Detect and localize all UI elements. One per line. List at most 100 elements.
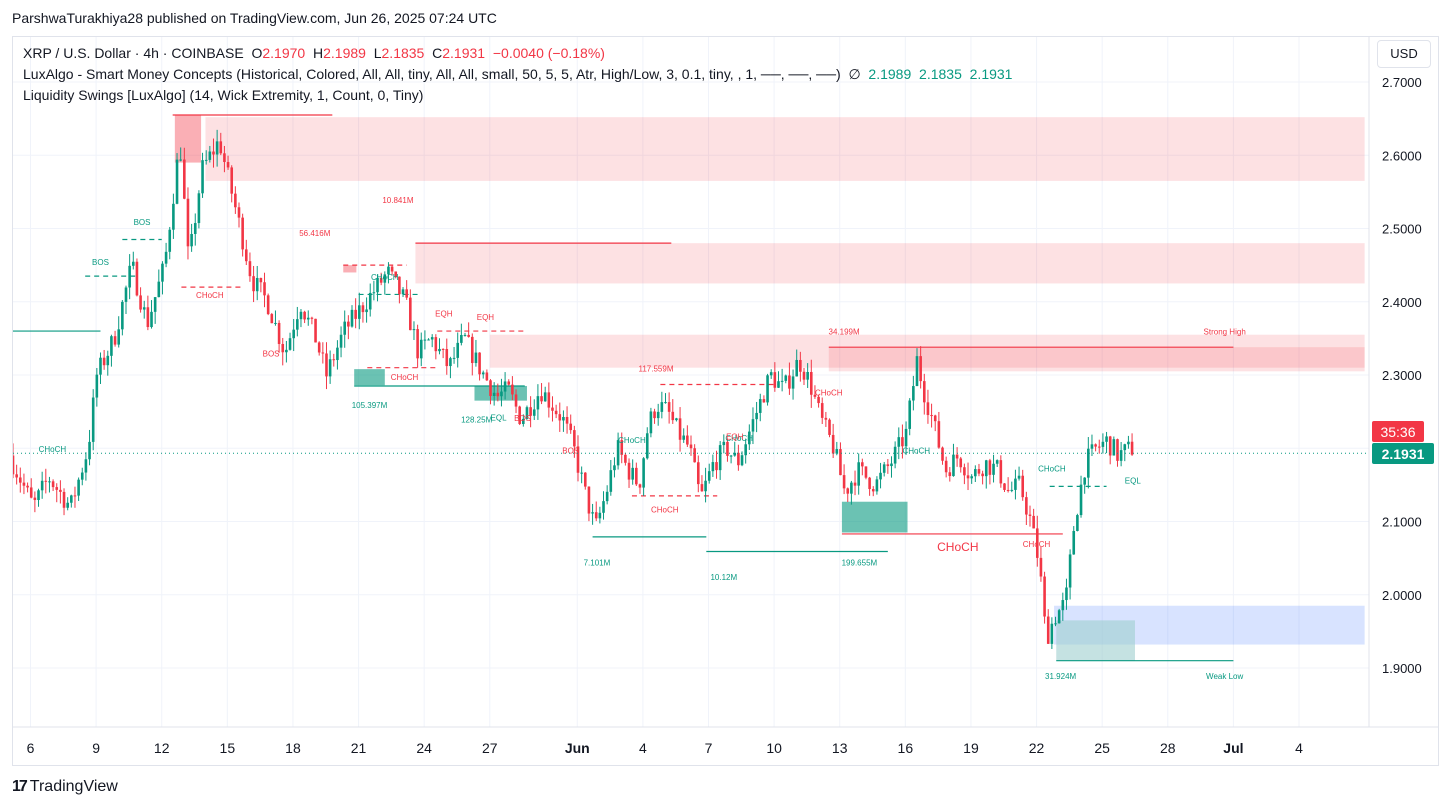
legend-symbol-row: XRP / U.S. Dollar · 4h · COINBASE O2.197… [23,45,605,61]
candle [204,150,208,165]
candle [507,379,511,386]
candle [489,379,492,405]
candle-body [306,317,310,320]
candle-body [915,356,919,387]
candle [562,410,565,432]
candle [230,165,234,203]
price-badge [1372,443,1434,464]
smc-annotation: 34.199M [829,328,860,337]
candle [828,418,831,438]
candle-body [357,305,361,319]
candle-body [682,435,686,440]
smc-annotation: BOS [514,414,531,423]
candle [44,468,48,494]
candle-body [416,329,419,359]
candle-body [99,357,102,375]
candle-body [809,371,813,395]
smc-annotation: CHoCH [937,540,978,554]
candle-body [594,512,598,519]
candle [394,271,398,279]
candle [543,386,547,402]
candle-body [726,441,729,456]
candle [80,467,84,486]
candle-body [59,489,62,492]
candle [1083,477,1086,494]
candle [383,271,387,295]
candle-body [51,481,55,488]
candle [15,464,18,485]
candle [350,305,354,328]
candle-body [1101,441,1105,447]
candle [106,350,110,376]
candle-body [850,482,853,494]
low-value: 2.1835 [381,45,425,61]
supply-zone [415,243,1365,284]
candle [37,488,40,507]
tradingview-logo[interactable]: 17 TradingView [12,778,118,796]
candle-body [995,460,999,464]
candle-body [620,440,624,455]
candle-body [711,462,715,472]
candle-body [820,403,824,418]
candle [481,370,485,379]
candle [744,438,747,464]
candle [791,369,795,400]
candle-body [1072,530,1076,555]
candle-body [1105,436,1108,442]
candle [627,458,631,488]
candle [190,223,193,252]
legend-indicator-smc[interactable]: LuxAlgo - Smart Money Concepts (Historic… [23,66,1012,83]
candle [314,318,317,343]
candle-body [882,464,886,473]
candle-body [18,477,22,483]
candle-body [835,449,839,454]
candle-body [296,319,299,330]
candle-body [715,462,718,471]
candle [266,293,270,316]
candle [168,226,172,260]
candle [1032,508,1035,529]
candle-body [503,381,507,392]
candle [460,323,463,346]
candle [124,285,128,315]
candle-body [824,417,828,420]
candle [131,251,135,270]
candle-body [963,467,966,476]
candle [893,441,897,469]
candle-body [605,491,609,502]
smc-annotation: BOS [92,258,109,267]
candle-body [864,466,868,478]
y-tick-label: 2.1000 [1382,515,1422,530]
candle-body [791,376,795,389]
candle-body [1035,528,1039,558]
candle [1006,477,1010,493]
smc-annotation: EQH [477,313,495,322]
candle [795,349,799,377]
candle [675,417,678,422]
candle [580,466,583,484]
candle-body [1130,441,1134,455]
candle [842,464,846,495]
candle [259,277,263,293]
candle [525,405,529,420]
candle-body [212,151,215,155]
candle [1050,617,1054,649]
candle [518,405,521,426]
candle-body [88,441,91,460]
x-tick-label: 4 [1295,740,1303,756]
legend-indicator-liquidity[interactable]: Liquidity Swings [LuxAlgo] (14, Wick Ext… [23,87,423,103]
candle-body [1112,439,1116,456]
currency-button[interactable]: USD [1377,40,1431,68]
candle [306,310,310,326]
candle [751,407,755,445]
candle-body [1094,444,1097,447]
candle-body [642,458,645,488]
candle-body [456,342,460,358]
candle-body [569,423,573,431]
candle-body [500,391,503,397]
candle [153,297,157,324]
candle-body [168,229,172,252]
candle [59,480,62,504]
candle-body [667,402,671,412]
